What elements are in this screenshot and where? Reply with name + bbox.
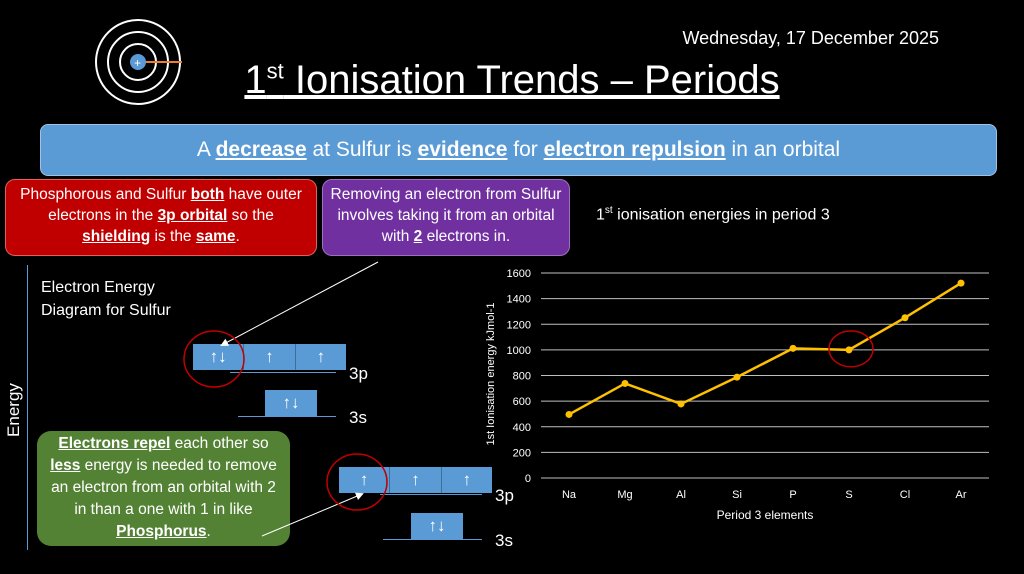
orbital: ↑↓ (428, 516, 446, 535)
level-line (238, 416, 336, 417)
y-tick-label: 200 (513, 447, 531, 459)
t: each other so (170, 435, 269, 452)
t: ionisation energies in period 3 (612, 206, 830, 224)
label-3p: 3p (495, 486, 514, 505)
title-rest: Ionisation Trends – Periods (283, 58, 780, 102)
level-line (383, 539, 482, 540)
t: for (507, 138, 544, 161)
y-tick-label: 0 (525, 473, 531, 485)
series-line (568, 282, 962, 416)
atom-icon: + (95, 19, 182, 105)
x-tick-label: Al (676, 489, 686, 501)
label-3s: 3s (495, 531, 513, 550)
x-tick-label: Si (732, 489, 742, 501)
t: . (206, 523, 211, 540)
label-3s: 3s (349, 408, 367, 427)
y-tick-label: 400 (513, 422, 531, 434)
data-point-P (789, 344, 797, 352)
t: energy is needed to remove an electron f… (51, 457, 277, 518)
t: Phosphorous and Sulfur (20, 186, 191, 203)
orbital: ↑ (244, 344, 296, 370)
title-sup: st (266, 58, 284, 84)
x-tick-label: Cl (900, 489, 910, 501)
orbital: ↑ (462, 470, 472, 489)
orbital: ↑ (316, 347, 326, 366)
b: 2 (413, 228, 423, 245)
b: both (190, 186, 225, 203)
level-line (380, 494, 482, 495)
phosphorus-3s-orbital: ↑↓ (411, 513, 463, 539)
b: shielding (82, 228, 151, 245)
b: electron repulsion (543, 138, 726, 161)
chart-heading: 1st ionisation energies in period 3 (596, 205, 830, 224)
x-tick-label: Mg (617, 489, 632, 501)
data-point-Mg (621, 379, 629, 387)
t: in an orbital (725, 138, 841, 161)
svg-text:+: + (134, 56, 141, 70)
energy-axis (27, 265, 28, 550)
t: have outer electrons in the (48, 186, 302, 224)
t: Removing an electron from Sulfur involve… (330, 186, 562, 245)
b: less (50, 457, 81, 474)
data-point-S (845, 346, 853, 354)
orbital: ↑↓ (282, 393, 300, 412)
x-axis-label: Period 3 elements (716, 508, 814, 522)
sulfur-3s-orbital: ↑↓ (265, 390, 317, 416)
shielding-note: Phosphorous and Sulfur both have outer e… (5, 179, 317, 256)
b: Electrons repel (58, 435, 171, 452)
data-point-Si (733, 373, 741, 381)
y-tick-label: 1400 (507, 294, 531, 306)
t: st (604, 205, 613, 216)
x-tick-label: P (789, 489, 796, 501)
label-3p: 3p (349, 364, 368, 383)
y-axis-label: 1st Ionisation energy kJmol-1 (485, 302, 497, 446)
b: same (195, 228, 236, 245)
y-tick-label: 1600 (507, 268, 531, 280)
banner: A decrease at Sulfur is evidence for ele… (40, 124, 997, 176)
highlight-circle (828, 330, 874, 368)
y-tick-label: 600 (513, 396, 531, 408)
repulsion-note: Electrons repel each other so less energ… (37, 431, 290, 546)
b: evidence (417, 138, 508, 161)
diagram-title: Electron Energy Diagram for Sulfur (41, 279, 171, 319)
y-tick-label: 800 (513, 371, 531, 383)
t: so the (227, 207, 274, 224)
t: 1 (596, 206, 605, 224)
title-text: 1 (244, 58, 267, 102)
b: decrease (215, 138, 307, 161)
data-point-Na (565, 410, 573, 418)
slide-title: 1st Ionisation Trends – Periods (0, 58, 1024, 103)
y-tick-label: 1000 (507, 345, 531, 357)
data-point-Cl (901, 314, 909, 322)
t: . (235, 228, 240, 245)
orbital-note: Removing an electron from Sulfur involve… (322, 179, 570, 256)
y-tick-label: 1200 (507, 319, 531, 331)
b: 3p orbital (157, 207, 228, 224)
data-point-Ar (957, 279, 965, 287)
level-line (230, 372, 336, 373)
t: A (196, 138, 216, 161)
date: Wednesday, 17 December 2025 (682, 28, 940, 48)
x-tick-label: S (845, 489, 852, 501)
data-point-Al (677, 400, 685, 408)
x-tick-label: Ar (956, 489, 967, 501)
t: at Sulfur is (306, 138, 418, 161)
t: is the (150, 228, 196, 245)
x-tick-label: Na (562, 489, 577, 501)
b: Phosphorus (116, 523, 207, 540)
orbital: ↑ (390, 467, 442, 493)
t: electrons in. (422, 228, 511, 245)
